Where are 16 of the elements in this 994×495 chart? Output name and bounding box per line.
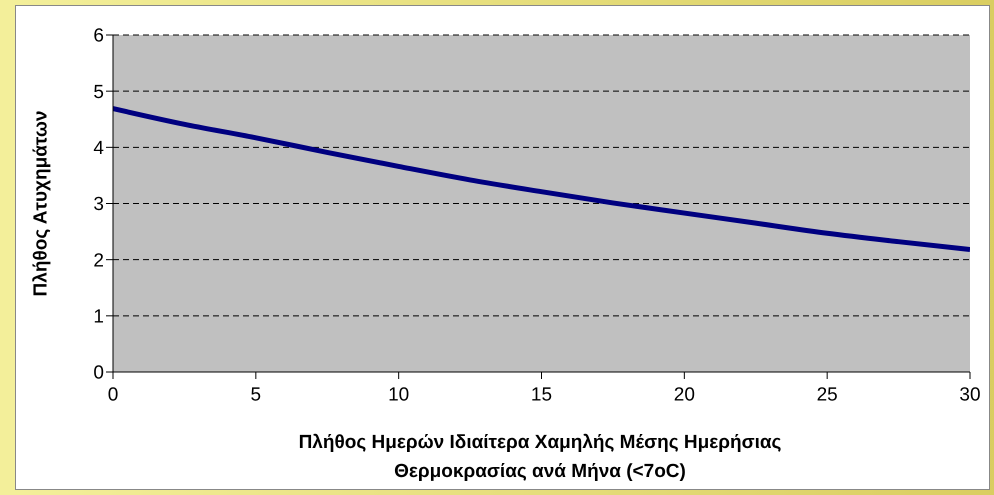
x-tick-label: 30 <box>959 384 981 406</box>
x-axis-title: Πλήθος Ημερών Ιδιαίτερα Χαμηλής Μέσης Ημερήσιας Θερμοκρασίας ανά Μήνα (<7oC) <box>298 431 782 484</box>
y-tick-label: 4 <box>93 138 104 160</box>
x-tick-label: 0 <box>108 384 118 406</box>
x-tick-label: 20 <box>674 384 695 406</box>
y-tick-label: 2 <box>93 250 104 272</box>
y-tick-label: 0 <box>93 362 104 384</box>
x-tick-label: 5 <box>250 384 262 406</box>
y-tick-label: 1 <box>93 306 104 328</box>
x-tick-label: 15 <box>530 384 552 406</box>
y-tick-label: 3 <box>93 194 104 216</box>
x-tick-label: 10 <box>388 384 410 406</box>
y-tick-label: 5 <box>93 82 104 103</box>
y-tick-label: 6 <box>93 26 104 47</box>
y-axis-title: Πλήθος Ατυχημάτων <box>30 110 52 296</box>
x-tick-label: 25 <box>816 384 838 406</box>
